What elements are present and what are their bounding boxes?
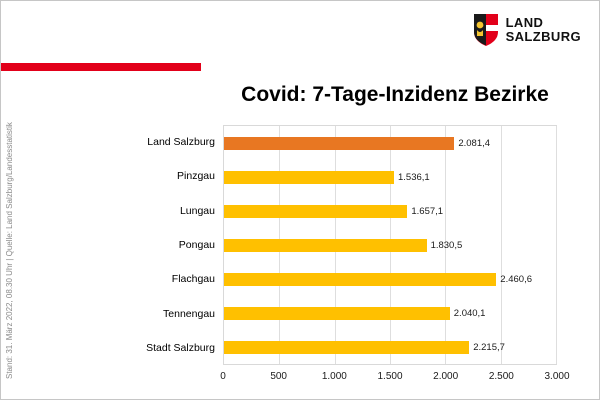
category-label: Flachgau <box>171 273 215 286</box>
chart-title: Covid: 7-Tage-Inzidenz Bezirke <box>241 83 549 106</box>
land-salzburg-logo: LAND SALZBURG <box>473 13 581 47</box>
chart-row: 1.536,1 <box>224 160 556 194</box>
logo-line-2: SALZBURG <box>505 29 581 44</box>
bar <box>224 204 408 218</box>
gridline <box>445 126 447 364</box>
logo-text: LAND SALZBURG <box>505 14 581 44</box>
category-label: Pongau <box>178 238 215 251</box>
x-tick-label: 0 <box>220 371 226 382</box>
chart-row: 2.215,7 <box>224 330 556 364</box>
chart-row: 2.081,4 <box>224 126 556 160</box>
value-label: 1.657,1 <box>411 205 444 217</box>
gridline <box>500 126 502 364</box>
category-label: Land Salzburg <box>147 136 215 149</box>
value-label: 1.830,5 <box>430 239 463 251</box>
plot-area: 2.081,4 1.536,1 1.657,1 1.830,5 2.460,6 2.040… <box>223 125 557 365</box>
salzburg-crest-icon <box>473 13 499 47</box>
plot-wrap: 2.081,4 1.536,1 1.657,1 1.830,5 2.460,6 2.040… <box>220 125 570 385</box>
bar <box>224 306 450 320</box>
chart-row: 1.657,1 <box>224 194 556 228</box>
chart-row: 2.040,1 <box>224 296 556 330</box>
value-label: 2.215,7 <box>473 341 505 353</box>
bar <box>224 136 455 150</box>
category-labels: Land Salzburg Pinzgau Lungau Pongau Flachgau… <box>119 125 223 385</box>
value-label: 1.536,1 <box>397 171 430 183</box>
chart-row: 1.830,5 <box>224 228 556 262</box>
x-tick-label: 2.000 <box>433 371 459 382</box>
x-tick-label: 3.000 <box>544 371 570 382</box>
source-vertical-text: Stand: 31. März 2022, 08.30 Uhr | Quelle… <box>5 122 14 379</box>
category-label: Lungau <box>179 204 215 217</box>
bar-chart: Land Salzburg Pinzgau Lungau Pongau Flachgau… <box>119 125 570 385</box>
bar <box>224 340 470 354</box>
x-axis: 0 500 1.000 1.500 2.000 2.500 3.000 <box>220 365 569 385</box>
value-label: 2.040,1 <box>453 307 486 319</box>
x-tick-label: 1.500 <box>377 371 403 382</box>
category-label: Tennengau <box>163 307 215 320</box>
category-label: Stadt Salzburg <box>146 341 215 354</box>
x-tick-label: 500 <box>270 371 287 382</box>
category-label: Pinzgau <box>177 170 215 183</box>
bar <box>224 272 497 286</box>
value-label: 2.081,4 <box>458 137 491 149</box>
bar <box>224 238 427 252</box>
logo-line-1: LAND <box>505 14 544 30</box>
chart-row: 2.460,6 <box>224 262 556 296</box>
x-tick-label: 1.000 <box>321 371 347 382</box>
bars-container: 2.081,4 1.536,1 1.657,1 1.830,5 2.460,6 2.040… <box>224 126 556 364</box>
red-accent-stripe <box>1 63 201 71</box>
gridline <box>556 126 557 364</box>
bar <box>224 170 394 184</box>
value-label: 2.460,6 <box>500 273 532 285</box>
x-tick-label: 2.500 <box>488 371 514 382</box>
